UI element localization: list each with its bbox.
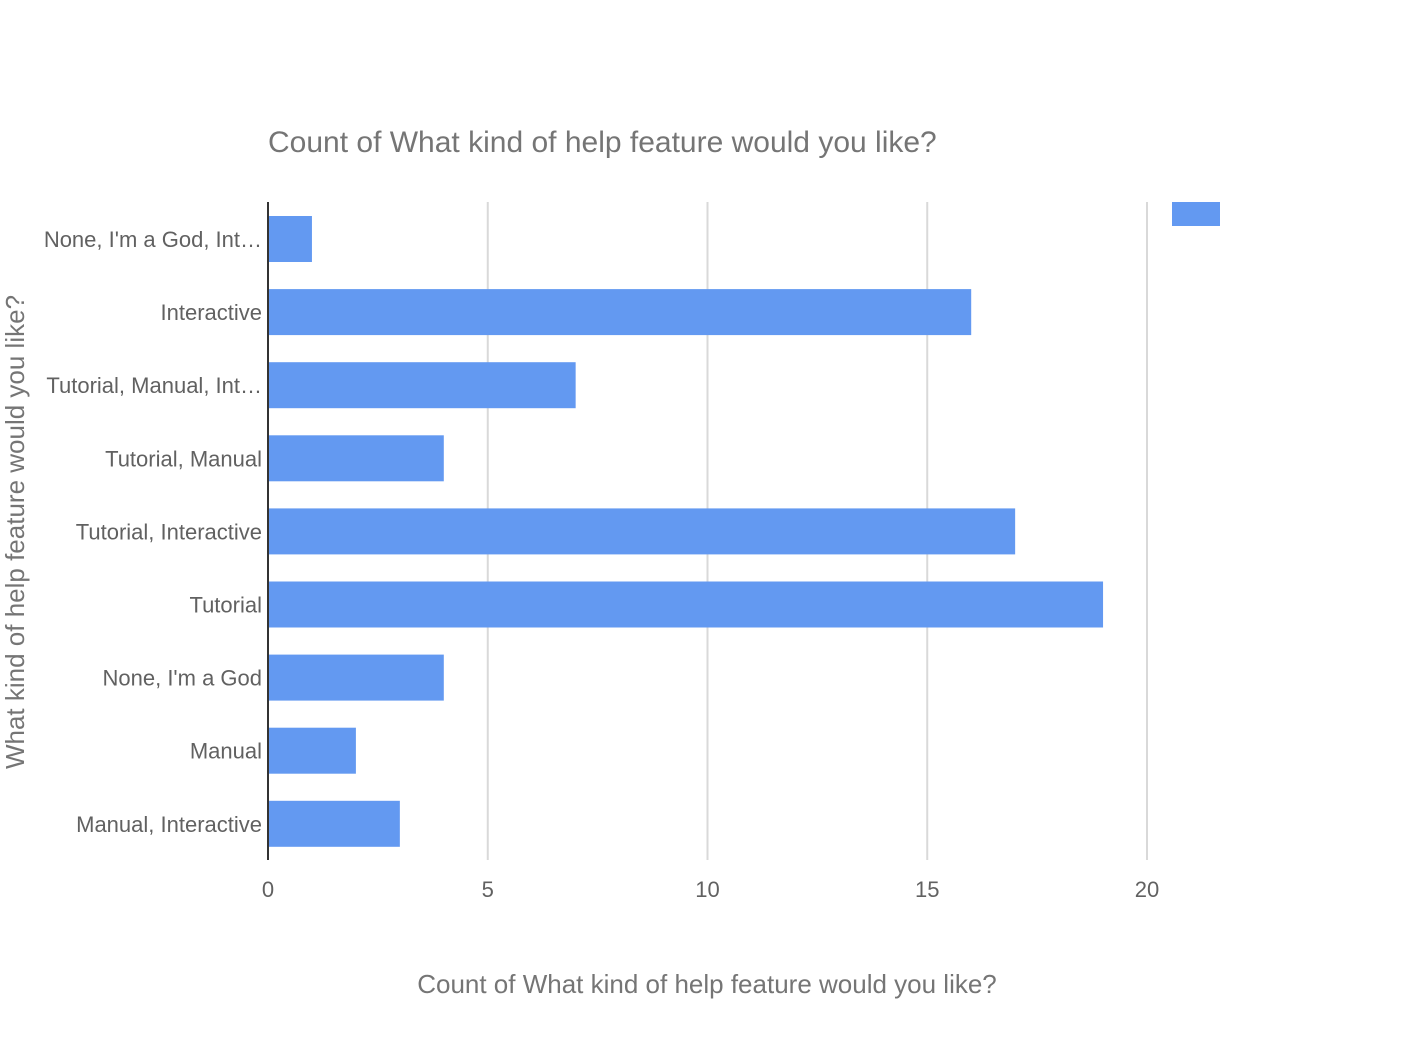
chart-title: Count of What kind of help feature would… bbox=[268, 126, 937, 159]
legend-swatch bbox=[1172, 202, 1220, 226]
category-label: Manual, Interactive bbox=[76, 812, 262, 837]
category-label: Tutorial bbox=[189, 593, 262, 618]
bar bbox=[268, 727, 356, 774]
bar bbox=[268, 289, 972, 336]
x-tick-label: 5 bbox=[482, 877, 494, 902]
category-label: Tutorial, Manual bbox=[105, 446, 262, 471]
category-label: None, I'm a God bbox=[103, 666, 263, 691]
category-labels: None, I'm a God, Int… Interactive Tutorial… bbox=[44, 227, 262, 837]
bar bbox=[268, 435, 444, 482]
x-tick-label: 15 bbox=[915, 877, 939, 902]
category-label: Tutorial, Manual, Int… bbox=[46, 373, 262, 398]
x-tick-label: 20 bbox=[1135, 877, 1159, 902]
bar bbox=[268, 581, 1104, 628]
bar bbox=[268, 362, 576, 409]
category-label: Tutorial, Interactive bbox=[76, 519, 262, 544]
x-tick-label: 10 bbox=[695, 877, 719, 902]
x-axis-title: Count of What kind of help feature would… bbox=[417, 969, 997, 999]
bar bbox=[268, 216, 312, 262]
category-label: None, I'm a God, Int… bbox=[44, 227, 262, 252]
category-label: Interactive bbox=[161, 300, 263, 325]
y-axis-title: What kind of help feature would you like… bbox=[0, 295, 30, 769]
bars bbox=[268, 216, 1104, 847]
x-tick-label: 0 bbox=[262, 877, 274, 902]
bar bbox=[268, 508, 1016, 555]
bar bbox=[268, 654, 444, 701]
x-tick-labels: 0 5 10 15 20 bbox=[262, 877, 1159, 902]
bar bbox=[268, 800, 400, 847]
category-label: Manual bbox=[190, 739, 262, 764]
